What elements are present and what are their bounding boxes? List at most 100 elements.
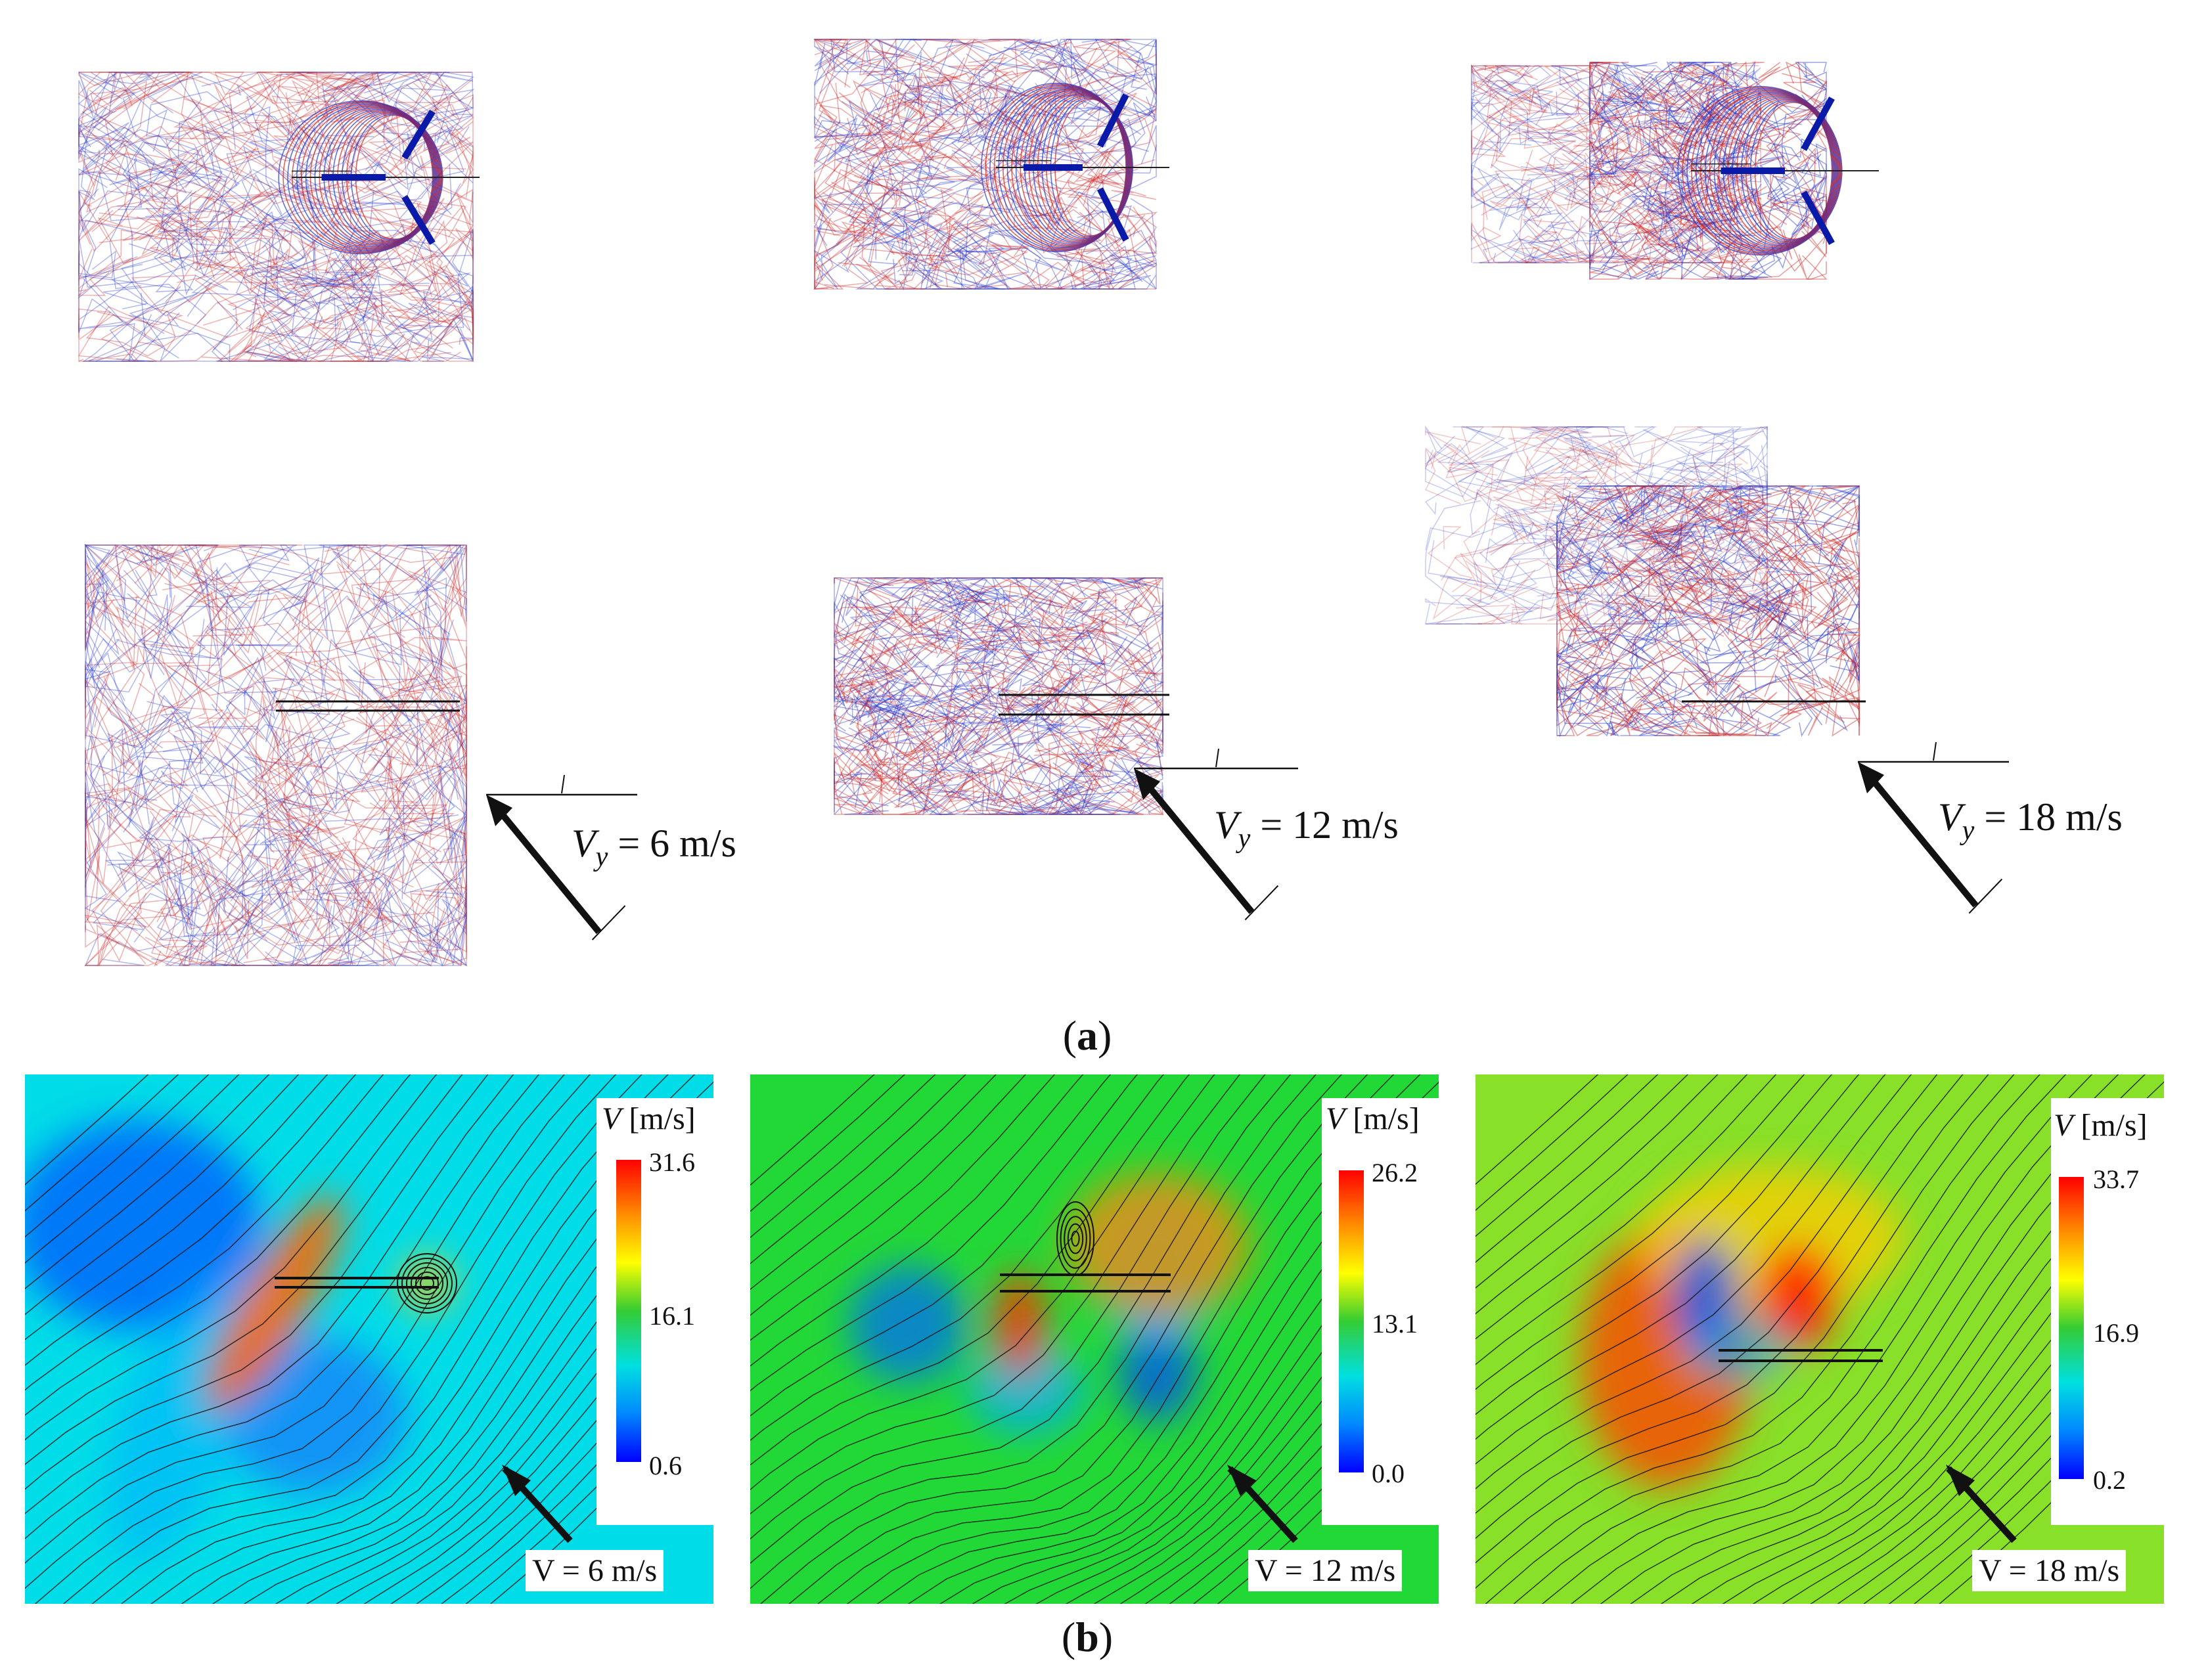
wake-filament <box>867 72 951 106</box>
wake-filament <box>1570 608 1699 652</box>
wake-filament <box>1795 485 1847 627</box>
wake-filament <box>1589 139 1608 186</box>
wake-filament <box>85 544 161 627</box>
wake-filament <box>98 72 191 110</box>
wake-filament <box>897 740 955 816</box>
colorbar-title-2: V [m/s] <box>1326 1101 1420 1136</box>
wake-filament <box>896 164 1011 282</box>
wake-filament <box>1471 89 1553 122</box>
wake-filament <box>1556 517 1588 573</box>
wake-filament <box>880 684 997 766</box>
wake-filament <box>1026 229 1158 290</box>
wake-filament <box>834 668 899 728</box>
wake-filament <box>1561 676 1706 737</box>
wake-filament <box>83 734 177 955</box>
wake-filament <box>1615 542 1669 612</box>
wake-filament <box>907 643 1010 761</box>
wake-filament <box>78 145 197 271</box>
wake-filament <box>862 727 993 815</box>
wake-filament <box>1728 485 1832 500</box>
wake-filament <box>1663 97 1748 125</box>
wake-filament <box>1076 749 1163 787</box>
wake-filament <box>903 663 1093 773</box>
wake-filament <box>902 86 984 136</box>
wake-filament <box>273 882 355 967</box>
wake-filament <box>1087 723 1150 815</box>
wake-filament <box>256 72 372 104</box>
wake-filament <box>85 544 219 566</box>
wake-filament <box>1629 485 1694 545</box>
wake-filament <box>1479 249 1539 263</box>
high-velocity-region <box>1066 1173 1250 1317</box>
wake-filament <box>957 761 1156 810</box>
wake-filament <box>153 197 194 293</box>
wake-filament <box>931 756 1092 807</box>
wake-filament <box>1081 245 1140 290</box>
wake-filament <box>1622 100 1667 191</box>
wake-filament <box>1621 70 1695 145</box>
wake-filament <box>1556 652 1608 727</box>
wake-filament <box>1566 129 1659 208</box>
wake-filament <box>955 582 1016 627</box>
wake-filament <box>1573 144 1667 186</box>
streamline <box>25 1074 411 1416</box>
wake-filament <box>217 298 276 362</box>
wake-filament <box>1539 592 1592 621</box>
wake-filament <box>1498 175 1623 231</box>
wake-filament <box>1711 560 1768 625</box>
wake-filament <box>330 115 466 170</box>
wake-filament <box>832 637 891 680</box>
wake-filament <box>374 198 445 292</box>
wake-filament <box>989 785 1080 815</box>
streamline <box>25 1074 540 1539</box>
streamline <box>89 1074 669 1604</box>
wake-filament <box>105 141 189 211</box>
wake-filament <box>1573 485 1675 520</box>
wake-filament <box>861 117 916 174</box>
streamline <box>1475 1074 1777 1340</box>
vy-label-3: Vy = 18 m/s <box>1938 795 2123 846</box>
wake-filament <box>1087 629 1163 684</box>
wake-filament <box>1008 261 1086 290</box>
wake-filament <box>1721 461 1764 494</box>
wake-filament <box>938 77 1103 150</box>
wake-filament <box>897 46 992 145</box>
wake-filament <box>834 577 898 630</box>
wake-filament <box>1663 427 1739 488</box>
wake-filament <box>85 748 193 825</box>
wake-filament <box>1621 485 1686 524</box>
wake-filament <box>1002 627 1104 724</box>
streamline <box>1475 1074 1912 1465</box>
wake-filament <box>874 767 939 814</box>
wake-filament <box>1643 185 1719 253</box>
streamline <box>25 1074 149 1185</box>
wake-filament <box>1562 476 1636 519</box>
wake-filament <box>1471 165 1533 215</box>
wake-filament <box>1606 118 1677 175</box>
wake-filament <box>1598 65 1682 89</box>
wake-filament <box>81 111 234 247</box>
wake-filament <box>944 577 1052 652</box>
wake-filament <box>1584 215 1681 263</box>
wake-filament <box>1645 188 1727 264</box>
wake-figure-a <box>77 38 2009 967</box>
wake-filament <box>1585 624 1688 710</box>
wake-filament <box>267 724 447 833</box>
wake-filament <box>814 281 834 290</box>
wake-filament <box>1586 673 1639 736</box>
wake-filament <box>227 889 310 966</box>
wake-filament <box>78 71 225 160</box>
wake-filament <box>1788 674 1845 723</box>
wake-filament <box>376 804 467 876</box>
wake-filament <box>1600 84 1711 143</box>
wake-filament <box>898 684 1020 762</box>
wake-filament <box>254 71 357 124</box>
wake-filament <box>186 589 296 762</box>
wake-filament <box>1602 225 1725 280</box>
wake-filament <box>1521 219 1586 258</box>
wake-filament <box>1650 215 1712 263</box>
streamline <box>1926 1389 2164 1604</box>
wake-filament <box>953 220 1102 290</box>
wake-filament <box>152 849 311 929</box>
wake-filament <box>814 39 866 110</box>
